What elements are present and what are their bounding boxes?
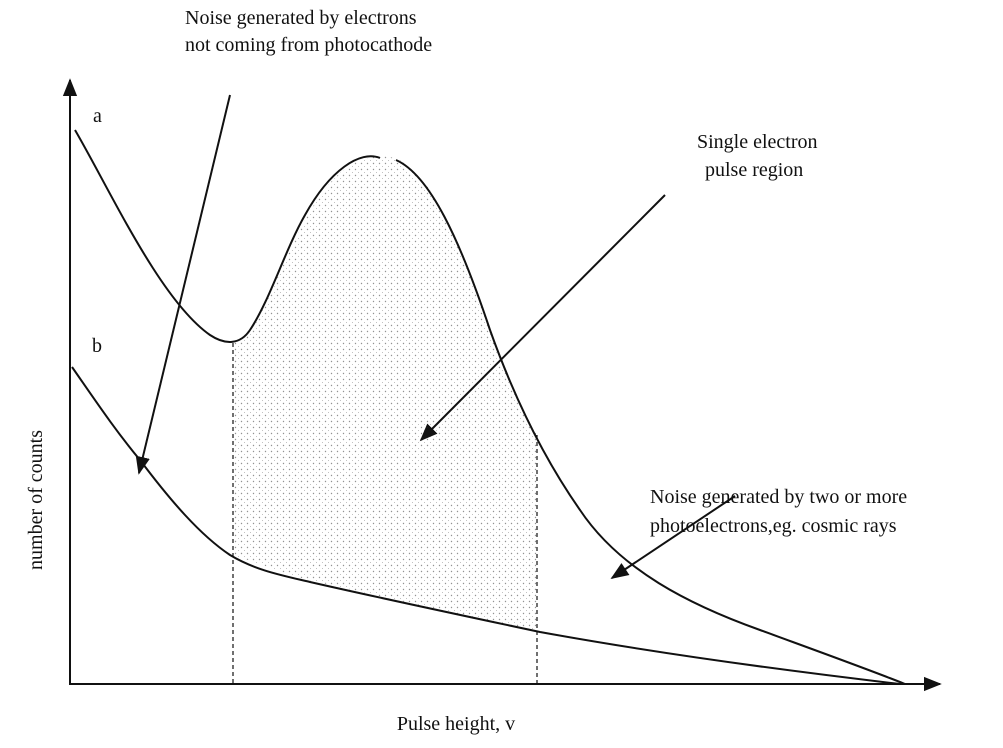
annotation-arrow: [419, 194, 666, 442]
y-axis-label: number of counts: [25, 430, 47, 570]
curve-a: [74, 129, 906, 685]
curve-label: a: [93, 105, 102, 127]
annotation: Noise generated by two or more: [650, 486, 907, 508]
annotation: Noise generated by electrons: [185, 7, 417, 29]
annotation: pulse region: [705, 159, 803, 181]
x-axis-label: Pulse height, v: [397, 713, 515, 735]
stipple-region: [233, 156, 537, 632]
annotation: Single electron: [697, 131, 818, 153]
curve-label: b: [92, 335, 102, 357]
annotation: photoelectrons,eg. cosmic rays: [650, 515, 897, 537]
annotation: not coming from photocathode: [185, 34, 432, 56]
annotation-arrow: [610, 495, 736, 579]
annotation-arrow: [135, 94, 231, 475]
